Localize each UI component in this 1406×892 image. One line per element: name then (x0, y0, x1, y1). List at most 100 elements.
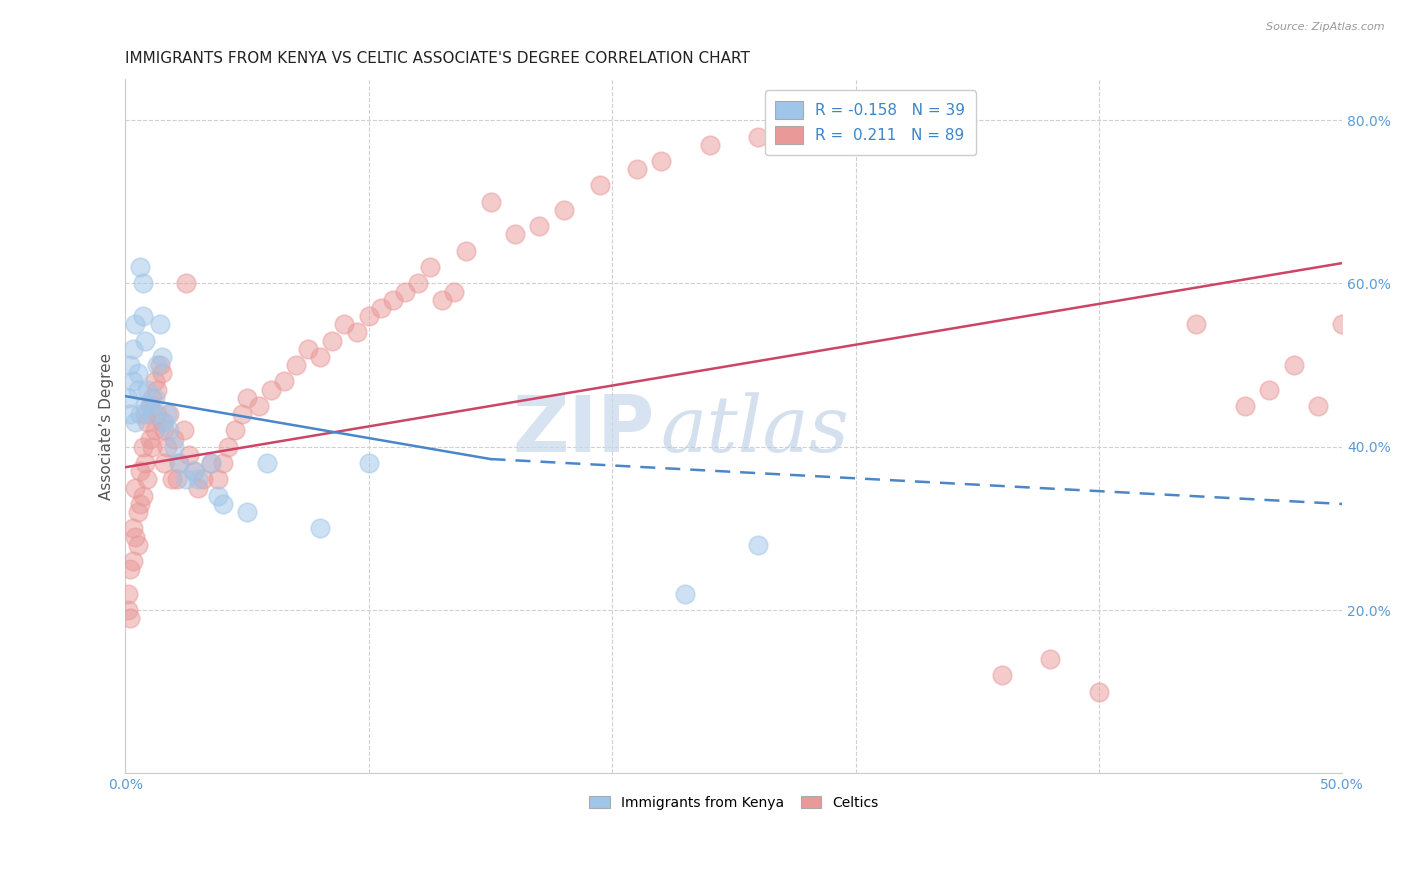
Point (370, 301, 392, 315)
Point (211, 497, 233, 511)
Point (127, 505, 149, 519)
Text: ZIP: ZIP (513, 392, 655, 468)
Point (893, 137, 915, 152)
Point (117, 603, 139, 617)
Point (141, 407, 163, 421)
Legend: Immigrants from Kenya, Celtics: Immigrants from Kenya, Celtics (583, 790, 884, 815)
Point (382, 293, 405, 307)
Point (131, 309, 153, 323)
Point (224, 424, 246, 438)
Point (1088, 685, 1111, 699)
Point (309, 350, 332, 364)
Point (207, 489, 229, 503)
Point (117, 587, 139, 601)
Point (127, 538, 149, 552)
Point (150, 367, 173, 381)
Point (143, 375, 166, 389)
Point (124, 318, 146, 332)
Point (1331, 318, 1354, 332)
Point (156, 407, 179, 421)
Point (1306, 399, 1329, 413)
Point (163, 432, 186, 446)
Point (430, 293, 453, 307)
Point (120, 407, 142, 421)
Point (129, 497, 152, 511)
Point (1258, 383, 1281, 397)
Point (1039, 652, 1062, 666)
Point (200, 456, 222, 470)
Point (527, 219, 550, 234)
Point (129, 260, 152, 275)
Point (1185, 318, 1208, 332)
Point (134, 334, 156, 348)
Point (747, 538, 769, 552)
Point (553, 202, 575, 217)
Point (124, 530, 146, 544)
Point (129, 464, 152, 478)
Point (273, 375, 295, 389)
Point (260, 383, 283, 397)
Point (121, 521, 143, 535)
Point (589, 178, 612, 193)
Point (333, 318, 356, 332)
Point (183, 464, 205, 478)
Point (284, 358, 307, 372)
Point (176, 277, 198, 291)
Point (120, 358, 142, 372)
Point (626, 162, 648, 177)
Point (120, 611, 142, 625)
Point (650, 153, 672, 168)
Text: atlas: atlas (661, 392, 849, 468)
Point (187, 481, 209, 495)
Point (143, 391, 166, 405)
Point (150, 415, 173, 429)
Point (443, 285, 465, 299)
Point (166, 473, 188, 487)
Point (456, 244, 478, 258)
Point (231, 407, 253, 421)
Point (121, 554, 143, 568)
Point (146, 383, 169, 397)
Point (163, 440, 186, 454)
Point (127, 383, 149, 397)
Point (173, 424, 195, 438)
Point (131, 440, 153, 454)
Point (139, 399, 162, 413)
Point (153, 424, 176, 438)
Point (236, 505, 259, 519)
Point (200, 456, 222, 470)
Point (236, 391, 259, 405)
Point (141, 391, 163, 405)
Point (747, 129, 769, 144)
Point (143, 424, 166, 438)
Point (139, 399, 162, 413)
Point (141, 440, 163, 454)
Point (211, 456, 233, 470)
Point (479, 194, 502, 209)
Point (134, 407, 156, 421)
Point (406, 277, 429, 291)
Point (357, 309, 380, 323)
Point (139, 432, 162, 446)
Point (990, 668, 1012, 682)
Point (124, 415, 146, 429)
Text: IMMIGRANTS FROM KENYA VS CELTIC ASSOCIATE'S DEGREE CORRELATION CHART: IMMIGRANTS FROM KENYA VS CELTIC ASSOCIAT… (125, 51, 751, 66)
Point (124, 481, 146, 495)
Point (117, 391, 139, 405)
Point (1282, 358, 1305, 372)
Point (256, 456, 278, 470)
Point (136, 473, 159, 487)
Point (183, 464, 205, 478)
Y-axis label: Associate’s Degree: Associate’s Degree (100, 353, 114, 500)
Point (127, 367, 149, 381)
Point (321, 334, 343, 348)
Point (419, 260, 441, 275)
Point (177, 448, 200, 462)
Point (146, 407, 169, 421)
Point (167, 456, 190, 470)
Point (148, 318, 170, 332)
Point (1233, 399, 1256, 413)
Point (157, 424, 180, 438)
Point (796, 113, 818, 128)
Point (394, 285, 416, 299)
